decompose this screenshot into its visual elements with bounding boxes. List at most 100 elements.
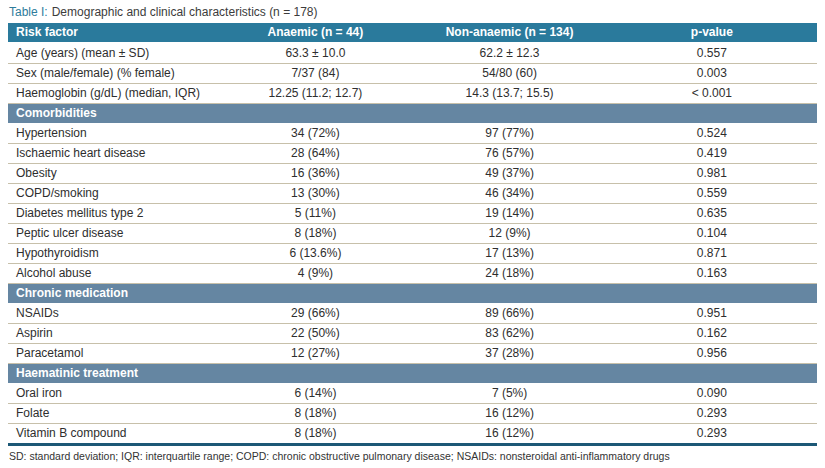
anaemic-value-cell: 13 (30%) [218,184,412,204]
non-anaemic-value-cell: 49 (37%) [412,164,606,184]
anaemic-value-cell: 6 (14%) [218,384,412,404]
table-row: Peptic ulcer disease8 (18%)12 (9%)0.104 [8,224,817,244]
anaemic-value-cell: 6 (13.6%) [218,244,412,264]
anaemic-value-cell: 16 (36%) [218,164,412,184]
non-anaemic-value-cell: 14.3 (13.7; 15.5) [412,84,606,104]
risk-factor-cell: NSAIDs [8,304,218,324]
non-anaemic-value-cell: 83 (62%) [412,324,606,344]
anaemic-value-cell: 63.3 ± 10.0 [218,43,412,64]
risk-factor-cell: Vitamin B compound [8,424,218,445]
section-header: Comorbidities [8,104,817,124]
p-value-cell: 0.956 [607,344,817,364]
section-header-row: Comorbidities [8,104,817,124]
non-anaemic-value-cell: 12 (9%) [412,224,606,244]
anaemic-value-cell: 34 (72%) [218,124,412,144]
non-anaemic-value-cell: 7 (5%) [412,384,606,404]
p-value-cell: 0.981 [607,164,817,184]
table-row: Aspirin22 (50%)83 (62%)0.162 [8,324,817,344]
risk-factor-cell: COPD/smoking [8,184,218,204]
p-value-cell: 0.951 [607,304,817,324]
non-anaemic-value-cell: 54/80 (60) [412,64,606,84]
table-row: Obesity16 (36%)49 (37%)0.981 [8,164,817,184]
column-header-anaemic: Anaemic (n = 44) [218,23,412,43]
characteristics-table: Risk factor Anaemic (n = 44) Non-anaemic… [8,23,817,446]
p-value-cell: 0.104 [607,224,817,244]
non-anaemic-value-cell: 89 (66%) [412,304,606,324]
risk-factor-cell: Oral iron [8,384,218,404]
p-value-cell: < 0.001 [607,84,817,104]
p-value-cell: 0.559 [607,184,817,204]
column-header-p-value: p-value [607,23,817,43]
section-header: Haematinic treatment [8,364,817,384]
risk-factor-cell: Peptic ulcer disease [8,224,218,244]
non-anaemic-value-cell: 16 (12%) [412,424,606,445]
non-anaemic-value-cell: 24 (18%) [412,264,606,284]
table-row: Hypertension34 (72%)97 (77%)0.524 [8,124,817,144]
anaemic-value-cell: 22 (50%) [218,324,412,344]
section-header: Chronic medication [8,284,817,304]
anaemic-value-cell: 12.25 (11.2; 12.7) [218,84,412,104]
risk-factor-cell: Alcohol abuse [8,264,218,284]
p-value-cell: 0.090 [607,384,817,404]
table-row: Alcohol abuse4 (9%)24 (18%)0.163 [8,264,817,284]
table-title-text: Demographic and clinical characteristics… [52,5,318,19]
anaemic-value-cell: 8 (18%) [218,224,412,244]
anaemic-value-cell: 4 (9%) [218,264,412,284]
table-title: Table I: Demographic and clinical charact… [9,5,817,19]
p-value-cell: 0.524 [607,124,817,144]
p-value-cell: 0.557 [607,43,817,64]
non-anaemic-value-cell: 46 (34%) [412,184,606,204]
table-row: NSAIDs29 (66%)89 (66%)0.951 [8,304,817,324]
anaemic-value-cell: 12 (27%) [218,344,412,364]
anaemic-value-cell: 8 (18%) [218,424,412,445]
table-row: COPD/smoking13 (30%)46 (34%)0.559 [8,184,817,204]
section-header-row: Chronic medication [8,284,817,304]
table-row: Folate8 (18%)16 (12%)0.293 [8,404,817,424]
risk-factor-cell: Folate [8,404,218,424]
table-row: Oral iron6 (14%)7 (5%)0.090 [8,384,817,404]
risk-factor-cell: Diabetes mellitus type 2 [8,204,218,224]
non-anaemic-value-cell: 16 (12%) [412,404,606,424]
section-header-row: Haematinic treatment [8,364,817,384]
paper-table-page: Table I: Demographic and clinical charact… [0,0,825,468]
table-row: Age (years) (mean ± SD)63.3 ± 10.062.2 ±… [8,43,817,64]
anaemic-value-cell: 28 (64%) [218,144,412,164]
p-value-cell: 0.419 [607,144,817,164]
risk-factor-cell: Haemoglobin (g/dL) (median, IQR) [8,84,218,104]
anaemic-value-cell: 29 (66%) [218,304,412,324]
table-footnote: SD: standard deviation; IQR: interquarti… [8,446,817,463]
table-row: Sex (male/female) (% female)7/37 (84)54/… [8,64,817,84]
risk-factor-cell: Aspirin [8,324,218,344]
non-anaemic-value-cell: 17 (13%) [412,244,606,264]
p-value-cell: 0.163 [607,264,817,284]
table-row: Vitamin B compound8 (18%)16 (12%)0.293 [8,424,817,445]
p-value-cell: 0.635 [607,204,817,224]
risk-factor-cell: Paracetamol [8,344,218,364]
p-value-cell: 0.162 [607,324,817,344]
anaemic-value-cell: 8 (18%) [218,404,412,424]
table-row: Hypothyroidism6 (13.6%)17 (13%)0.871 [8,244,817,264]
p-value-cell: 0.293 [607,404,817,424]
anaemic-value-cell: 5 (11%) [218,204,412,224]
p-value-cell: 0.293 [607,424,817,445]
risk-factor-cell: Obesity [8,164,218,184]
risk-factor-cell: Hypothyroidism [8,244,218,264]
table-row: Ischaemic heart disease28 (64%)76 (57%)0… [8,144,817,164]
table-row: Diabetes mellitus type 25 (11%)19 (14%)0… [8,204,817,224]
risk-factor-cell: Age (years) (mean ± SD) [8,43,218,64]
anaemic-value-cell: 7/37 (84) [218,64,412,84]
non-anaemic-value-cell: 62.2 ± 12.3 [412,43,606,64]
p-value-cell: 0.003 [607,64,817,84]
table-row: Paracetamol12 (27%)37 (28%)0.956 [8,344,817,364]
table-title-label: Table I: [9,5,48,19]
column-header-risk-factor: Risk factor [8,23,218,43]
non-anaemic-value-cell: 76 (57%) [412,144,606,164]
non-anaemic-value-cell: 37 (28%) [412,344,606,364]
non-anaemic-value-cell: 97 (77%) [412,124,606,144]
p-value-cell: 0.871 [607,244,817,264]
risk-factor-cell: Sex (male/female) (% female) [8,64,218,84]
non-anaemic-value-cell: 19 (14%) [412,204,606,224]
table-row: Haemoglobin (g/dL) (median, IQR)12.25 (1… [8,84,817,104]
risk-factor-cell: Hypertension [8,124,218,144]
risk-factor-cell: Ischaemic heart disease [8,144,218,164]
